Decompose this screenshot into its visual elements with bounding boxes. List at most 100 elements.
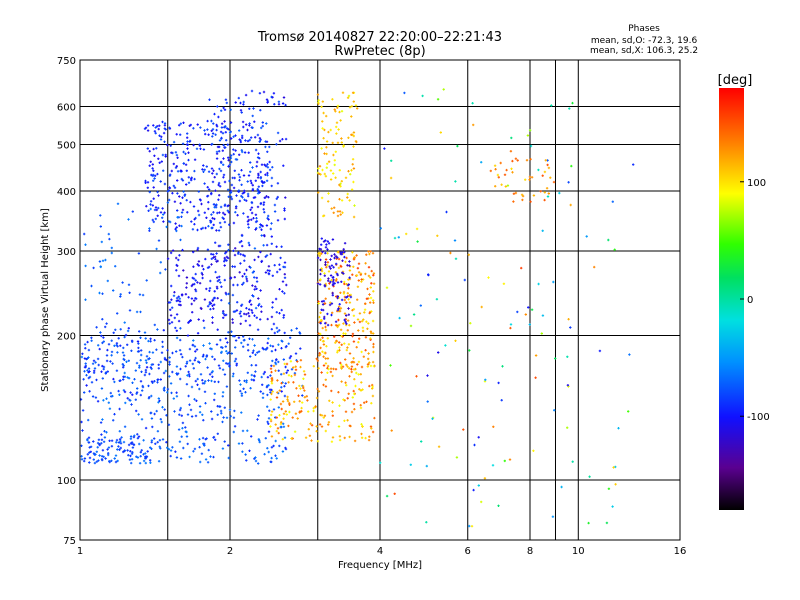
data-point — [322, 416, 325, 419]
data-point — [123, 321, 126, 324]
data-point — [197, 260, 201, 263]
data-point — [364, 436, 367, 440]
data-point — [276, 391, 279, 394]
data-point — [242, 174, 246, 177]
data-point — [171, 370, 174, 374]
data-point — [225, 293, 228, 296]
data-point — [398, 316, 401, 320]
data-point — [109, 360, 112, 363]
data-point — [278, 263, 281, 266]
data-point — [283, 276, 287, 279]
data-point — [275, 396, 279, 399]
data-point — [329, 280, 332, 284]
data-point — [283, 273, 286, 276]
data-point — [274, 439, 277, 443]
data-point — [239, 383, 242, 386]
data-point — [528, 178, 531, 181]
data-point — [209, 221, 212, 224]
data-point — [157, 401, 160, 404]
data-point — [182, 269, 185, 272]
data-point — [269, 425, 272, 428]
data-point — [163, 124, 167, 127]
data-point — [483, 477, 487, 480]
data-point — [149, 160, 152, 163]
data-point — [185, 435, 189, 438]
data-point — [280, 373, 283, 376]
data-point — [607, 238, 610, 242]
data-point — [214, 438, 217, 441]
data-point — [213, 255, 217, 258]
data-point — [270, 382, 274, 385]
data-point — [505, 168, 508, 172]
data-point — [96, 441, 100, 445]
data-point — [605, 521, 609, 525]
data-point — [240, 183, 243, 186]
data-point — [177, 319, 181, 323]
data-point — [217, 183, 220, 187]
data-point — [84, 362, 87, 365]
data-point — [85, 357, 88, 361]
data-point — [251, 166, 254, 169]
data-point — [222, 163, 225, 166]
data-point — [135, 409, 138, 413]
data-point — [233, 360, 237, 363]
data-point — [156, 125, 159, 128]
data-point — [157, 363, 160, 366]
data-point — [161, 153, 165, 157]
data-point — [203, 211, 206, 214]
data-point — [506, 184, 510, 187]
data-point — [510, 167, 513, 170]
data-point — [83, 459, 86, 463]
data-point — [213, 358, 216, 361]
data-point — [212, 169, 215, 172]
data-point — [80, 458, 84, 461]
data-point — [203, 168, 206, 171]
data-point — [293, 400, 296, 403]
data-point — [172, 162, 175, 166]
data-point — [97, 438, 101, 441]
data-point — [275, 245, 278, 248]
data-point — [262, 201, 266, 204]
data-point — [325, 114, 328, 118]
data-point — [119, 328, 122, 331]
data-point — [158, 124, 161, 127]
data-point — [227, 165, 230, 168]
data-point — [126, 397, 129, 400]
data-point — [211, 217, 214, 220]
data-point — [242, 387, 245, 390]
data-point — [275, 416, 278, 419]
data-point — [343, 318, 346, 322]
data-point — [150, 367, 153, 370]
data-point — [146, 186, 149, 189]
data-point — [230, 330, 233, 333]
data-point — [269, 344, 272, 347]
data-point — [229, 195, 233, 199]
data-point — [266, 166, 270, 169]
data-point — [241, 283, 244, 286]
data-point — [105, 397, 108, 400]
data-point — [108, 407, 112, 410]
data-point — [327, 130, 330, 134]
data-point — [344, 176, 348, 179]
data-point — [357, 341, 360, 344]
data-point — [331, 374, 334, 378]
data-point — [256, 351, 259, 354]
data-point — [206, 266, 210, 269]
data-point — [216, 279, 219, 283]
data-point — [271, 306, 274, 309]
data-point — [196, 123, 199, 126]
data-point — [242, 335, 245, 338]
data-point — [110, 439, 114, 442]
data-point — [207, 133, 210, 136]
data-point — [156, 214, 159, 217]
data-point — [272, 364, 276, 368]
data-point — [191, 343, 194, 347]
data-point — [198, 446, 201, 449]
data-point — [525, 159, 529, 162]
data-point — [234, 101, 237, 104]
data-point — [361, 388, 364, 391]
data-point — [289, 360, 293, 363]
data-point — [251, 351, 254, 354]
data-point — [90, 381, 94, 384]
data-point — [252, 217, 255, 220]
